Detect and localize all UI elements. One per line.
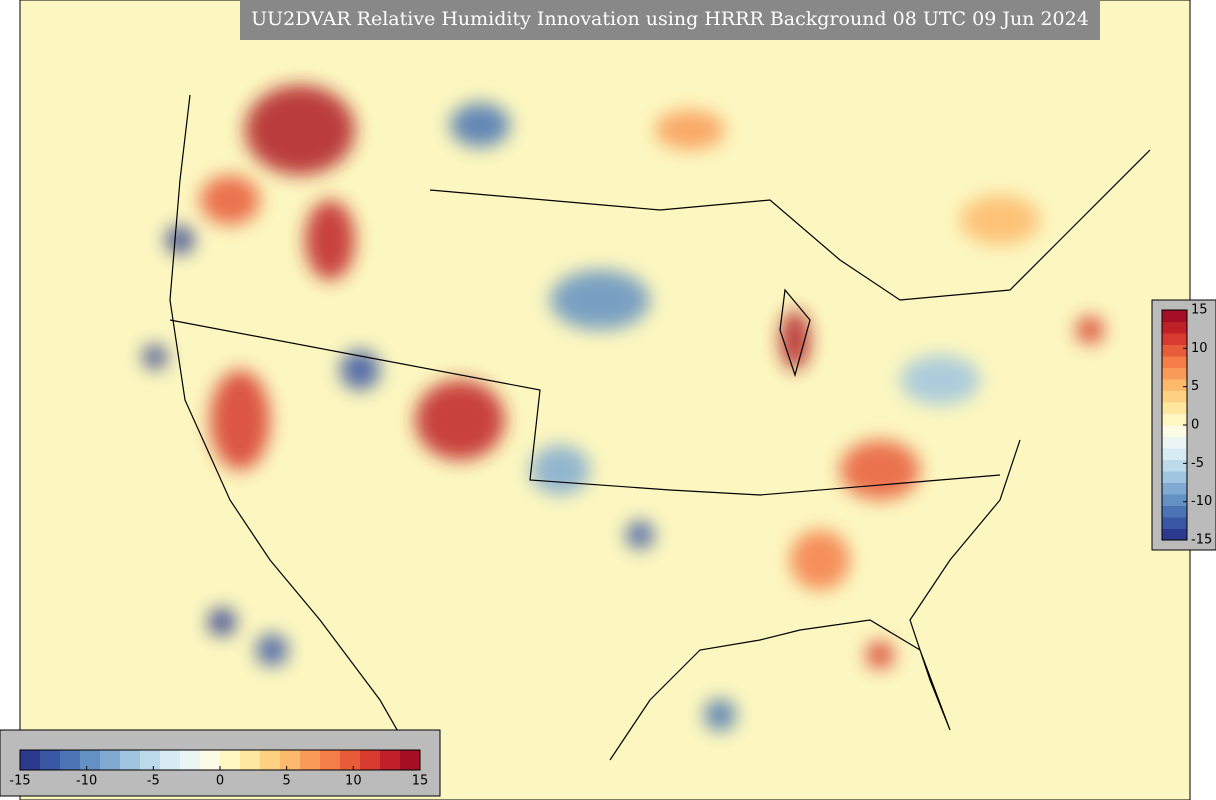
color-bin	[240, 750, 261, 770]
color-bin	[360, 750, 381, 770]
tick-label: 10	[345, 774, 362, 789]
color-bin	[80, 750, 101, 770]
color-bin	[1162, 517, 1187, 529]
horizontal-colorbar: -15 -10 -5 0 5 10 15	[9, 749, 429, 789]
color-bin	[1162, 471, 1187, 483]
color-bin	[1162, 528, 1187, 541]
color-bin	[120, 750, 141, 770]
tick-label: -5	[147, 774, 160, 789]
color-bin	[1162, 413, 1187, 426]
color-bin	[1162, 482, 1187, 495]
color-bin	[1162, 333, 1187, 345]
color-bin	[1162, 390, 1187, 403]
color-bin	[1162, 459, 1187, 472]
color-bin	[40, 750, 61, 770]
color-bin	[340, 750, 361, 770]
tick-label: 5	[283, 774, 291, 789]
tick-label: -5	[1191, 456, 1204, 471]
tick-label: 10	[1191, 341, 1208, 356]
color-bin	[1162, 379, 1187, 391]
humidity-field	[143, 85, 1104, 731]
map-title: UU2DVAR Relative Humidity Innovation usi…	[251, 8, 1089, 30]
color-bin	[160, 750, 181, 770]
color-bin	[100, 750, 121, 770]
color-bin	[280, 750, 301, 770]
color-bin	[380, 750, 401, 770]
color-bin	[300, 750, 321, 770]
tick-label: 0	[216, 774, 224, 789]
color-bin	[20, 750, 41, 770]
color-bin	[220, 750, 241, 770]
color-bin	[140, 750, 161, 770]
color-bin	[180, 750, 201, 770]
color-bin	[320, 750, 341, 770]
color-bin	[1162, 321, 1187, 334]
tick-label: -10	[76, 774, 97, 789]
tick-label: -15	[9, 774, 30, 789]
vertical-colorbar: -15 -10 -5 0 5 10 15	[1161, 303, 1212, 548]
color-bin	[1162, 505, 1187, 518]
tick-label: 15	[412, 774, 429, 789]
tick-label: 5	[1191, 379, 1199, 394]
color-bin	[1162, 436, 1187, 449]
color-bin	[1162, 425, 1187, 437]
color-bin	[1162, 344, 1187, 357]
color-bin	[400, 750, 421, 770]
color-bin	[1162, 367, 1187, 380]
tick-label: -15	[1191, 533, 1212, 548]
color-bin	[260, 750, 281, 770]
color-bin	[200, 750, 221, 770]
color-bin	[60, 750, 81, 770]
coastlines	[169, 94, 1151, 771]
color-bin	[1162, 356, 1187, 368]
map-background	[19, 0, 1191, 800]
tick-label: -10	[1191, 494, 1212, 509]
color-bin	[1162, 494, 1187, 506]
color-bin	[1162, 448, 1187, 460]
color-bin	[1162, 310, 1187, 322]
color-bin	[1162, 402, 1187, 414]
tick-label: 0	[1191, 418, 1199, 433]
title-box	[240, 0, 1100, 40]
tick-label: 15	[1191, 303, 1208, 318]
